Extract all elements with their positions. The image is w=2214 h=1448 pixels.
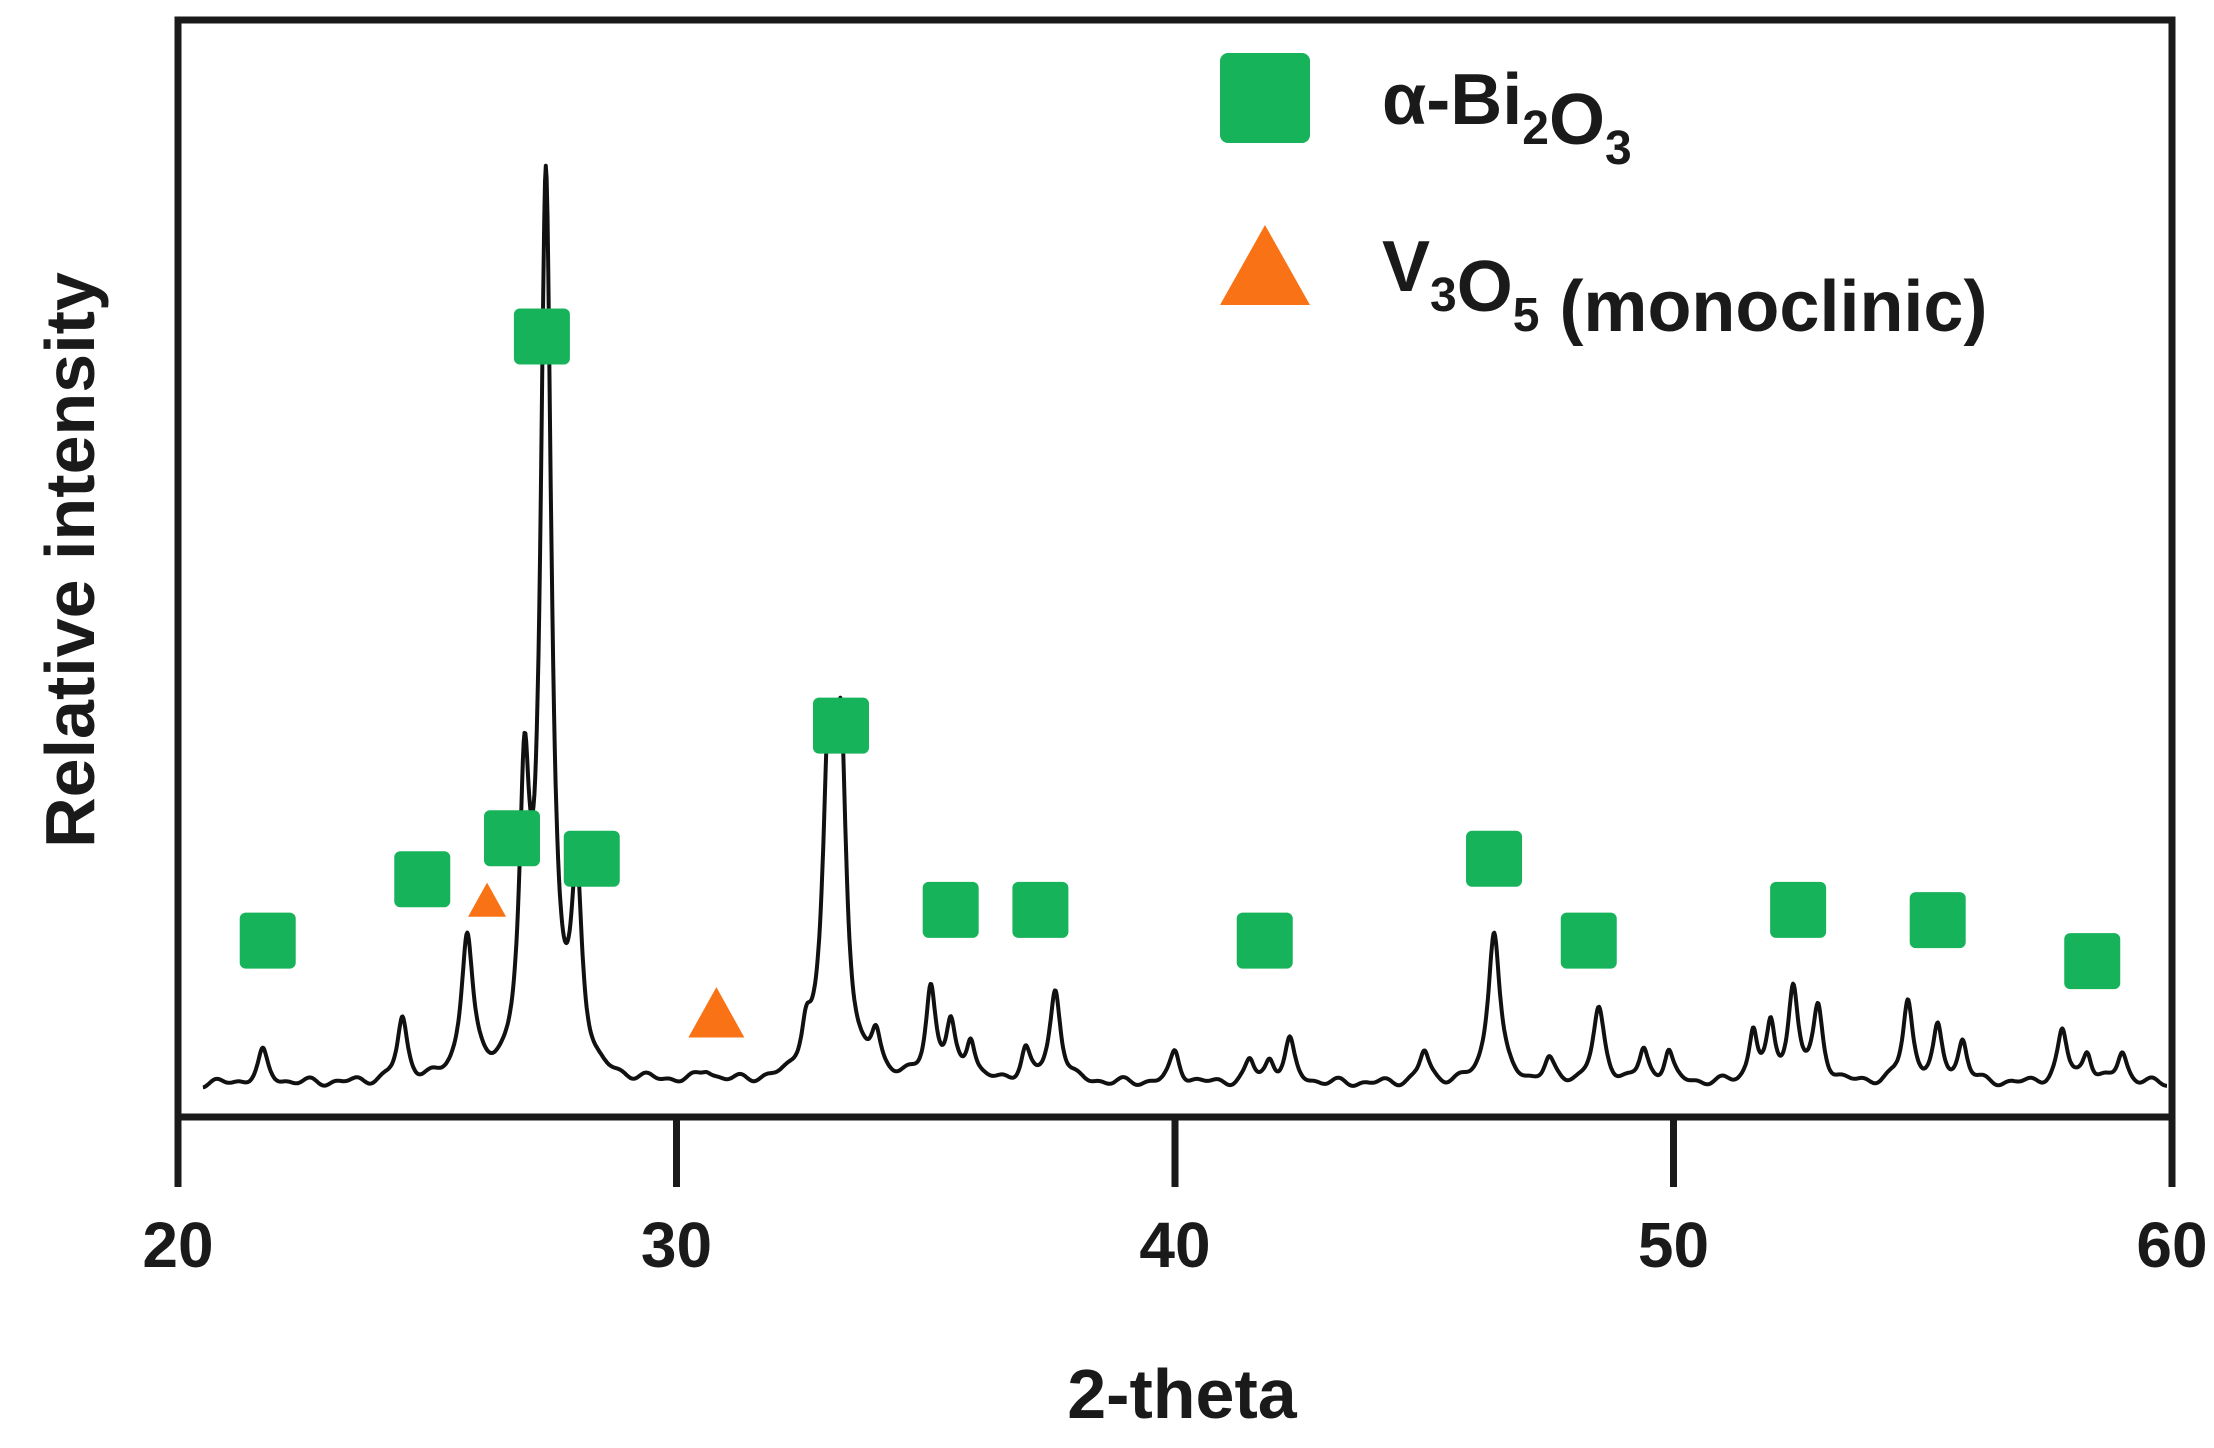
bi2o3-marker [563,830,620,887]
v3o5-marker [468,882,507,917]
bi2o3-marker [1770,881,1827,938]
bi2o3-marker [2064,933,2121,990]
bi2o3-marker [1909,892,1966,949]
x-axis-tick-labels: 20 30 40 50 60 [142,1209,2207,1281]
x-tick-label: 20 [142,1209,213,1281]
plot-border [174,16,2176,1121]
bi2o3-marker [239,912,296,969]
bi2o3-marker [394,851,451,908]
legend-label-v3o5: V3O5 (monoclinic) [1382,227,1987,347]
phase-markers [239,308,2121,1038]
y-axis-title: Relative intensity [31,272,109,848]
x-tick-label: 30 [641,1209,712,1281]
legend: α-Bi2O3 V3O5 (monoclinic) [1220,53,1987,347]
bi2o3-marker [1466,830,1523,887]
xrd-pattern [201,163,2169,1090]
bi2o3-marker [513,308,570,365]
xrd-trace-line [201,163,2169,1090]
bi2o3-marker [922,881,979,938]
v3o5-marker [688,987,745,1038]
bi2o3-marker [1236,912,1293,969]
bi2o3-marker [813,697,870,754]
legend-v3o5-swatch [1220,225,1310,305]
x-axis-ticks [174,1117,2176,1187]
legend-label-bi2o3: α-Bi2O3 [1382,60,1632,175]
x-tick-label: 40 [1139,1209,1210,1281]
legend-bi2o3-swatch [1220,53,1310,143]
bi2o3-marker [1560,912,1617,969]
bi2o3-marker [1012,881,1069,938]
bi2o3-marker [483,810,540,867]
x-axis-title: 2-theta [1067,1355,1298,1433]
x-tick-label: 50 [1638,1209,1709,1281]
plot-frame [174,16,2176,1121]
x-tick-label: 60 [2136,1209,2207,1281]
